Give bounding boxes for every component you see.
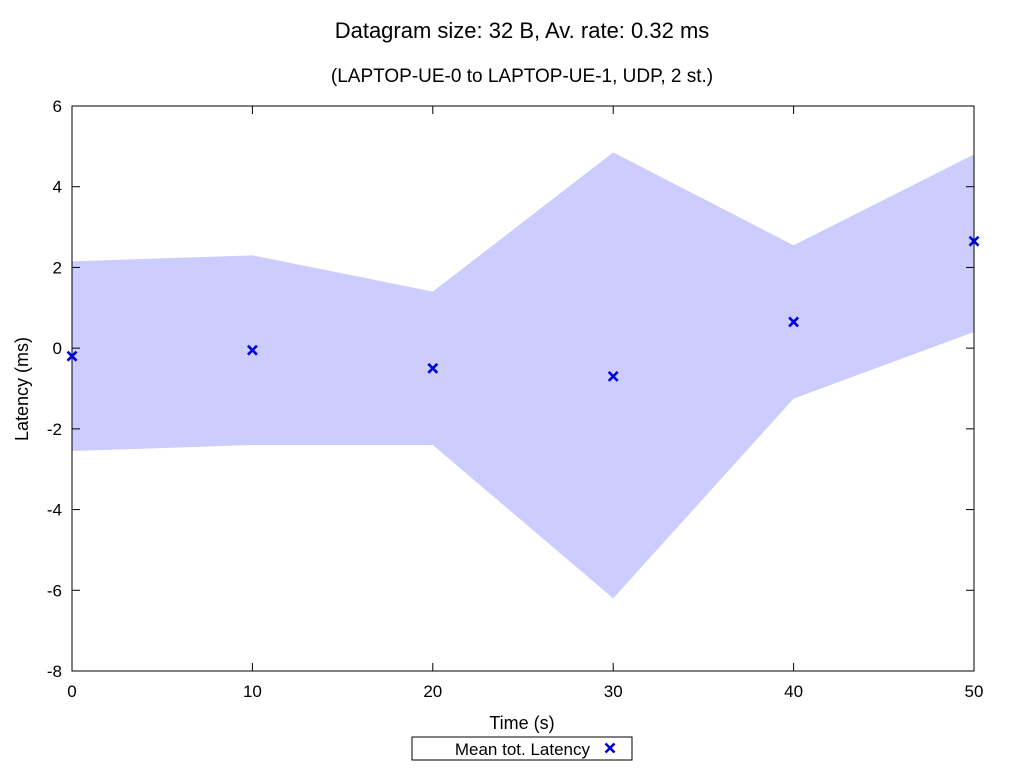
data-point xyxy=(246,344,258,356)
data-point xyxy=(607,370,619,382)
y-tick-label: 4 xyxy=(53,178,62,197)
legend-marker-icon xyxy=(604,742,616,754)
chart-title: Datagram size: 32 B, Av. rate: 0.32 ms xyxy=(335,18,710,43)
x-tick-label: 50 xyxy=(965,682,984,701)
legend-box xyxy=(411,736,633,761)
confidence-band-layer xyxy=(72,152,974,599)
axis-ticks: 0 10 20 30 40 50 -8 -6 -4 -2 0 2 4 6 xyxy=(47,97,984,701)
data-point xyxy=(427,362,439,374)
x-axis-label: Time (s) xyxy=(489,713,554,733)
legend-label: Mean tot. Latency xyxy=(455,740,591,759)
data-point xyxy=(66,350,78,362)
x-tick-label: 20 xyxy=(423,682,442,701)
plot-frame xyxy=(71,105,975,672)
y-tick-label: 6 xyxy=(53,97,62,116)
y-tick-label: -6 xyxy=(47,581,62,600)
y-tick-label: -4 xyxy=(47,501,62,520)
y-tick-label: -2 xyxy=(47,420,62,439)
x-tick-label: 0 xyxy=(67,682,76,701)
x-tick-label: 30 xyxy=(604,682,623,701)
data-points xyxy=(66,235,980,382)
x-tick-label: 10 xyxy=(243,682,262,701)
y-tick-label: -8 xyxy=(47,662,62,681)
data-point xyxy=(788,316,800,328)
y-tick-label: 2 xyxy=(53,258,62,277)
y-tick-label: 0 xyxy=(53,339,62,358)
confidence-band xyxy=(72,152,974,599)
x-tick-label: 40 xyxy=(784,682,803,701)
y-axis-label: Latency (ms) xyxy=(12,337,32,441)
chart-subtitle: (LAPTOP-UE-0 to LAPTOP-UE-1, UDP, 2 st.) xyxy=(331,66,713,87)
legend-marker xyxy=(604,742,616,754)
data-point xyxy=(968,235,980,247)
legend: Mean tot. Latency xyxy=(411,736,633,761)
